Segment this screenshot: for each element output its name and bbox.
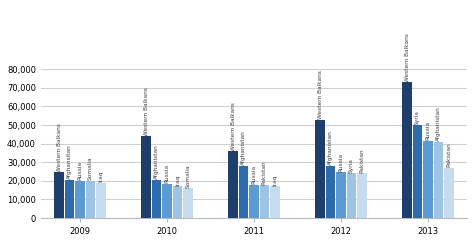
Bar: [270, 186, 280, 218]
Text: Western Balkans: Western Balkans: [404, 33, 410, 82]
Text: Russia: Russia: [425, 121, 430, 140]
Text: Western Balkans: Western Balkans: [318, 70, 322, 119]
Text: Russia: Russia: [77, 161, 82, 180]
Bar: [434, 142, 443, 218]
Bar: [260, 185, 269, 218]
Bar: [413, 125, 422, 218]
Text: Western Balkans: Western Balkans: [144, 87, 148, 136]
Bar: [173, 186, 182, 218]
Text: Afghanistan: Afghanistan: [154, 145, 159, 179]
Text: Russia: Russia: [338, 153, 344, 172]
Bar: [357, 174, 366, 218]
Bar: [65, 180, 74, 218]
Text: Russia: Russia: [251, 165, 256, 184]
Text: Iraq: Iraq: [98, 171, 103, 182]
Text: Western Balkans: Western Balkans: [56, 123, 62, 172]
Bar: [183, 188, 192, 218]
Text: Somalia: Somalia: [88, 157, 93, 180]
Bar: [228, 151, 238, 218]
Text: Somalia: Somalia: [185, 164, 191, 188]
Bar: [96, 183, 106, 218]
Text: Afghanistan: Afghanistan: [436, 106, 441, 141]
Bar: [249, 185, 259, 218]
Bar: [75, 181, 85, 218]
Bar: [54, 173, 64, 218]
Bar: [326, 166, 335, 218]
Text: Pakistan: Pakistan: [447, 143, 451, 167]
Text: Syria: Syria: [415, 110, 420, 124]
Bar: [86, 181, 95, 218]
Text: Western Balkans: Western Balkans: [230, 102, 236, 151]
Bar: [162, 184, 172, 218]
Text: Pakistan: Pakistan: [262, 160, 267, 185]
Bar: [402, 82, 412, 218]
Text: Afghanistan: Afghanistan: [328, 131, 333, 165]
Text: Afghansitan: Afghansitan: [67, 145, 72, 179]
Bar: [141, 136, 151, 218]
Bar: [423, 141, 433, 218]
Bar: [444, 168, 454, 218]
Text: Iraq: Iraq: [272, 174, 277, 186]
Bar: [315, 120, 325, 218]
Text: Syria: Syria: [349, 158, 354, 173]
Bar: [336, 173, 346, 218]
Text: Pakistan: Pakistan: [359, 148, 365, 173]
Text: Iraq: Iraq: [175, 174, 180, 186]
Bar: [239, 166, 248, 218]
Text: Russia: Russia: [164, 164, 169, 183]
Bar: [346, 174, 356, 218]
Text: Afghanistan: Afghanistan: [241, 131, 246, 165]
Bar: [152, 180, 161, 218]
